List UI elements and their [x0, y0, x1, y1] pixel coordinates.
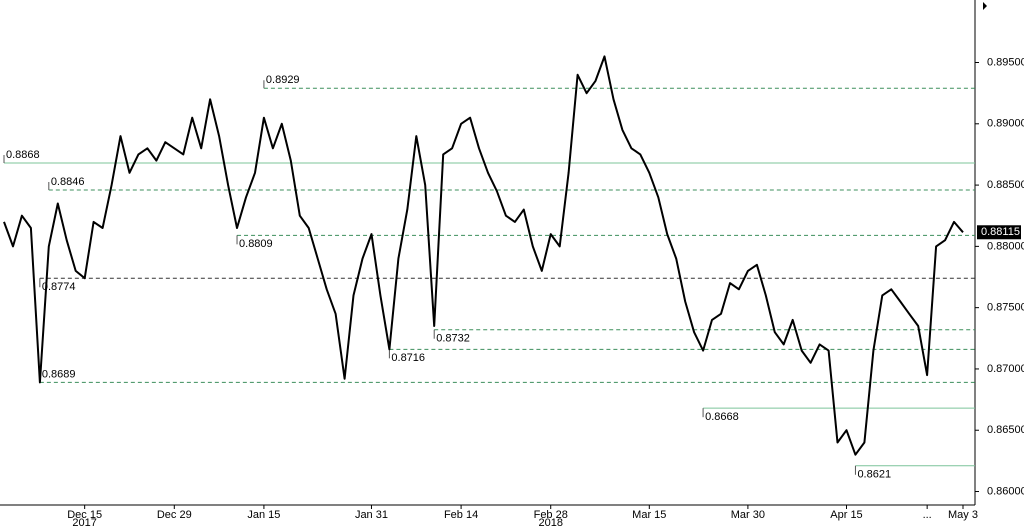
level-label: 0.8732 [436, 333, 470, 345]
x-tick-label: Feb 28 [534, 509, 568, 521]
level-label: 0.8716 [391, 352, 425, 364]
price-line [3, 55, 964, 456]
y-tick-label: 0.88000 [987, 240, 1024, 252]
x-tick-label: Jan 31 [355, 509, 388, 521]
x-tick-label: May 3 [948, 509, 978, 521]
level-label: 0.8809 [239, 238, 273, 250]
level-label: 0.8689 [42, 368, 76, 380]
last-price-label: 0.88115 [981, 226, 1020, 238]
x-tick-label: Jan 15 [247, 509, 280, 521]
y-tick-label: 0.89500 [987, 56, 1024, 68]
x-year-label: 2017 [72, 517, 96, 528]
level-label: 0.8774 [42, 281, 76, 293]
y-tick-label: 0.87500 [987, 302, 1024, 314]
level-label: 0.8668 [705, 411, 739, 423]
x-tick-label: Dec 29 [157, 509, 192, 521]
x-tick-label: Apr 15 [830, 509, 862, 521]
x-tick-label: Mar 15 [632, 509, 666, 521]
x-tick-label: ... [923, 509, 932, 521]
last-price-box [977, 225, 1021, 240]
y-tick-label: 0.89000 [987, 118, 1024, 130]
level-label: 0.8929 [266, 74, 300, 86]
x-tick-label: Mar 30 [731, 509, 765, 521]
x-tick-label: Feb 14 [444, 509, 478, 521]
y-tick-label: 0.87000 [987, 363, 1024, 375]
level-label: 0.8846 [51, 176, 85, 188]
level-label: 0.8621 [857, 469, 891, 481]
x-year-label: 2018 [538, 517, 562, 528]
level-label: 0.8868 [6, 149, 40, 161]
y-tick-label: 0.88500 [987, 179, 1024, 191]
axis-arrow [983, 2, 987, 10]
y-tick-label: 0.86500 [987, 424, 1024, 436]
x-tick-label: Dec 15 [67, 509, 102, 521]
y-tick-label: 0.86000 [987, 485, 1024, 497]
